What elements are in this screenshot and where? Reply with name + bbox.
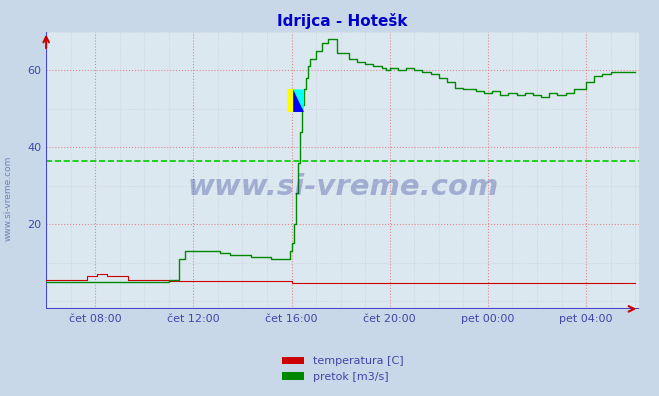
Text: www.si-vreme.com: www.si-vreme.com <box>3 155 13 241</box>
Bar <box>287 89 298 112</box>
Polygon shape <box>293 89 304 112</box>
Text: www.si-vreme.com: www.si-vreme.com <box>187 173 498 201</box>
Title: Idrijca - Hotešk: Idrijca - Hotešk <box>277 13 408 29</box>
Polygon shape <box>293 89 304 112</box>
Legend: temperatura [C], pretok [m3/s]: temperatura [C], pretok [m3/s] <box>277 352 408 386</box>
